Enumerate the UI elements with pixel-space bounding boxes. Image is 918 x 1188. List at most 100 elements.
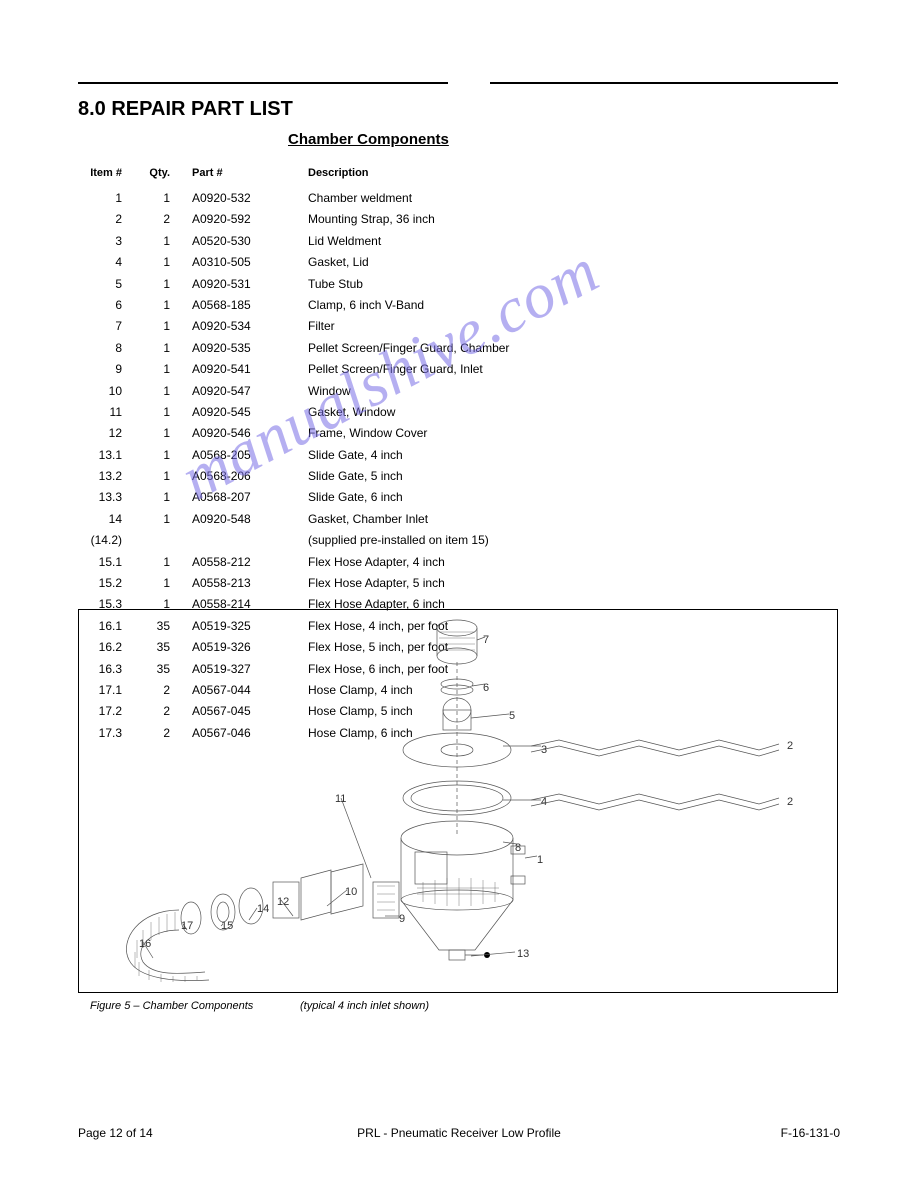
cell: A0568-207 xyxy=(174,487,304,508)
cell: Slide Gate, 4 inch xyxy=(304,445,838,466)
cell: A0558-212 xyxy=(174,552,304,573)
cell: 4 xyxy=(78,252,126,273)
cell: 13.3 xyxy=(78,487,126,508)
cell: Slide Gate, 6 inch xyxy=(304,487,838,508)
cell: A0568-206 xyxy=(174,466,304,487)
cell: Flex Hose Adapter, 5 inch xyxy=(304,573,838,594)
cell: 1 xyxy=(126,423,174,444)
cell: 12 xyxy=(78,423,126,444)
cell: Chamber weldment xyxy=(304,188,838,209)
cell: A0920-548 xyxy=(174,509,304,530)
cell: A0920-546 xyxy=(174,423,304,444)
cell: (14.2) xyxy=(78,530,126,551)
section-heading: 8.0 REPAIR PART LIST xyxy=(78,98,293,121)
col-desc: Description xyxy=(304,164,838,182)
cell: Pellet Screen/Finger Guard, Chamber xyxy=(304,338,838,359)
cell: A0920-547 xyxy=(174,381,304,402)
callout-label: 14 xyxy=(257,903,269,915)
table-row: 71A0920-534Filter xyxy=(78,316,838,337)
cell: A0920-535 xyxy=(174,338,304,359)
cell: A0920-531 xyxy=(174,274,304,295)
table-row: 22A0920-592Mounting Strap, 36 inch xyxy=(78,209,838,230)
rule-top-right xyxy=(490,82,838,84)
callout-label: 16 xyxy=(139,938,151,950)
figure-box: 76532428111101291415171613 xyxy=(78,609,838,993)
cell: 1 xyxy=(126,402,174,423)
callout-label: 2 xyxy=(787,740,793,752)
table-row: 111A0920-545Gasket, Window xyxy=(78,402,838,423)
cell: Gasket, Lid xyxy=(304,252,838,273)
cell: Tube Stub xyxy=(304,274,838,295)
cell: 1 xyxy=(126,295,174,316)
callout-label: 8 xyxy=(515,842,521,854)
cell: 13.1 xyxy=(78,445,126,466)
cell: 1 xyxy=(126,359,174,380)
cell: A0920-592 xyxy=(174,209,304,230)
cell: 1 xyxy=(78,188,126,209)
cell: 1 xyxy=(126,381,174,402)
cell: 1 xyxy=(126,573,174,594)
cell: 1 xyxy=(126,338,174,359)
table-row: (14.2) (supplied pre-installed on item 15… xyxy=(78,530,838,551)
callout-label: 5 xyxy=(509,710,515,722)
cell: 14 xyxy=(78,509,126,530)
cell: Mounting Strap, 36 inch xyxy=(304,209,838,230)
footer-doc-id: F-16-131-0 xyxy=(781,1126,840,1140)
cell: 15.1 xyxy=(78,552,126,573)
diagram-svg xyxy=(79,610,839,994)
table-row: 13.31A0568-207Slide Gate, 6 inch xyxy=(78,487,838,508)
table-row: 101A0920-547Window xyxy=(78,381,838,402)
cell: Pellet Screen/Finger Guard, Inlet xyxy=(304,359,838,380)
rule-top-left xyxy=(78,82,448,84)
cell xyxy=(126,530,174,551)
cell: 7 xyxy=(78,316,126,337)
cell: Slide Gate, 5 inch xyxy=(304,466,838,487)
cell: 2 xyxy=(78,209,126,230)
table-row: 31A0520-530Lid Weldment xyxy=(78,231,838,252)
cell: 1 xyxy=(126,466,174,487)
cell: 10 xyxy=(78,381,126,402)
cell: Gasket, Chamber Inlet xyxy=(304,509,838,530)
table-row: 15.21A0558-213Flex Hose Adapter, 5 inch xyxy=(78,573,838,594)
table-row: 15.11A0558-212Flex Hose Adapter, 4 inch xyxy=(78,552,838,573)
callout-label: 12 xyxy=(277,896,289,908)
cell: Frame, Window Cover xyxy=(304,423,838,444)
callout-label: 3 xyxy=(541,744,547,756)
callout-label: 11 xyxy=(335,793,346,805)
cell: Filter xyxy=(304,316,838,337)
page: 8.0 REPAIR PART LIST Chamber Components … xyxy=(0,0,918,1188)
table-row: 13.11A0568-205Slide Gate, 4 inch xyxy=(78,445,838,466)
cell: Window xyxy=(304,381,838,402)
cell: A0920-532 xyxy=(174,188,304,209)
table-row: 11A0920-532Chamber weldment xyxy=(78,188,838,209)
callout-label: 17 xyxy=(181,920,193,932)
cell: 1 xyxy=(126,188,174,209)
cell: (supplied pre-installed on item 15) xyxy=(304,530,838,551)
callout-label: 2 xyxy=(787,796,793,808)
section-subheading: Chamber Components xyxy=(288,131,449,148)
cell: 1 xyxy=(126,274,174,295)
col-qty: Qty. xyxy=(126,164,174,182)
cell xyxy=(174,530,304,551)
cell: A0920-545 xyxy=(174,402,304,423)
cell: 11 xyxy=(78,402,126,423)
table-row: 13.21A0568-206Slide Gate, 5 inch xyxy=(78,466,838,487)
table-row: 61A0568-185Clamp, 6 inch V-Band xyxy=(78,295,838,316)
cell: 1 xyxy=(126,445,174,466)
table-row: 121A0920-546Frame, Window Cover xyxy=(78,423,838,444)
table-row: 51A0920-531Tube Stub xyxy=(78,274,838,295)
cell: A0920-541 xyxy=(174,359,304,380)
cell: 1 xyxy=(126,252,174,273)
callout-label: 10 xyxy=(345,886,357,898)
table-row: 141A0920-548Gasket, Chamber Inlet xyxy=(78,509,838,530)
callout-label: 13 xyxy=(517,948,529,960)
callout-label: 7 xyxy=(483,634,489,646)
table-header-row: Item # Qty. Part # Description xyxy=(78,164,838,182)
cell: 8 xyxy=(78,338,126,359)
col-item: Item # xyxy=(78,164,126,182)
cell: Flex Hose Adapter, 4 inch xyxy=(304,552,838,573)
callout-label: 9 xyxy=(399,913,405,925)
callout-label: 1 xyxy=(537,854,543,866)
callout-label: 15 xyxy=(221,920,233,932)
table-row: 91A0920-541Pellet Screen/Finger Guard, I… xyxy=(78,359,838,380)
